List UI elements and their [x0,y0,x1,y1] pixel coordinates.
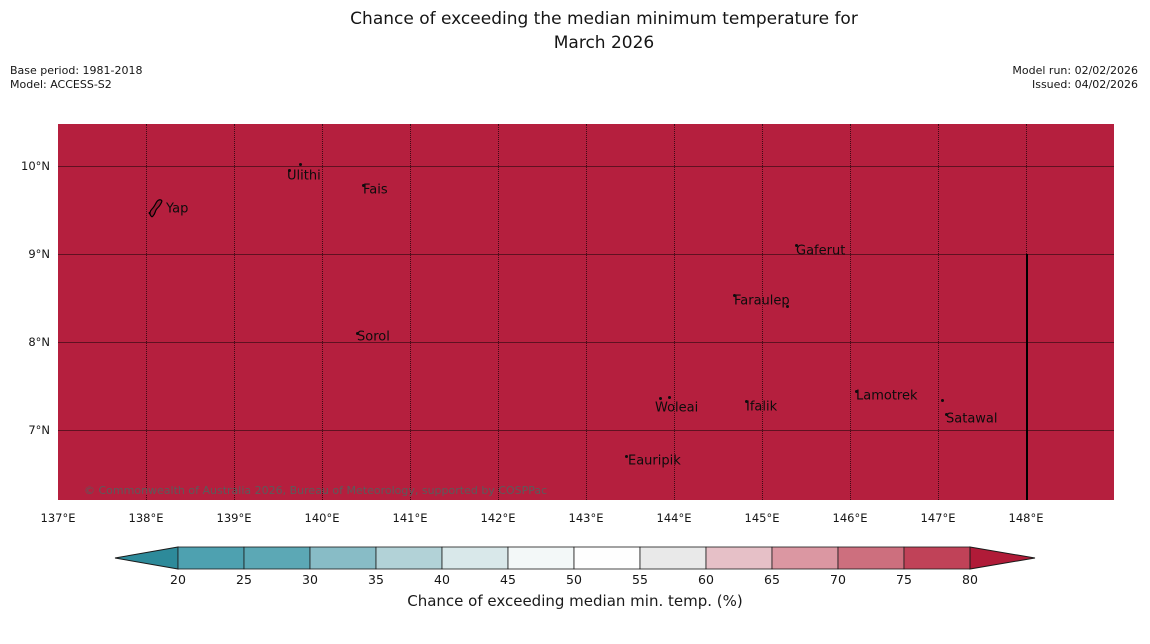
colorbar-tick-label: 60 [698,572,714,587]
place-label-woleai: Woleai [655,400,699,416]
place-label-satawal: Satawal [946,411,998,427]
island-marker-dot [941,399,944,402]
x-tick-label: 148°E [1008,511,1044,525]
colorbar-tick-label: 20 [170,572,186,587]
island-marker-dot [362,184,365,187]
latitude-gridline [58,166,1114,167]
island-marker-dot [299,163,302,166]
island-marker-dot [668,396,671,399]
colorbar-segment [705,546,773,570]
colorbar-right-arrow [969,546,1036,570]
colorbar-tick-label: 40 [434,572,450,587]
colorbar-left-arrow [114,546,179,570]
x-tick-label: 141°E [392,511,428,525]
colorbar-tick-label: 45 [500,572,516,587]
place-label-ulithi: Ulithi [287,168,321,184]
longitude-gridline [850,124,851,500]
longitude-gridline [498,124,499,500]
colorbar-segment [441,546,509,570]
island-marker-dot [288,169,291,172]
island-marker-dot [356,332,359,335]
meta-left: Base period: 1981-2018 Model: ACCESS-S2 [10,64,142,91]
colorbar-tick-label: 35 [368,572,384,587]
state-boundary-line [1026,254,1028,500]
place-label-lamotrek: Lamotrek [856,388,918,404]
x-tick-label: 137°E [40,511,76,525]
x-tick-label: 139°E [216,511,252,525]
island-marker-dot [745,400,748,403]
figure-title: Chance of exceeding the median minimum t… [58,7,1150,55]
colorbar-segment [309,546,377,570]
place-label-fais: Fais [363,182,388,198]
title-line-2: March 2026 [553,33,655,53]
longitude-gridline [234,124,235,500]
x-tick-label: 142°E [480,511,516,525]
longitude-gridline [410,124,411,500]
longitude-gridline [146,124,147,500]
longitude-gridline [586,124,587,500]
colorbar-segment [177,546,245,570]
longitude-gridline [674,124,675,500]
latitude-gridline [58,430,1114,431]
colorbar-tick-label: 30 [302,572,318,587]
island-marker-dot [733,294,736,297]
title-line-1: Chance of exceeding the median minimum t… [350,9,858,29]
y-tick-label: 7°N [28,423,50,437]
colorbar-segment [507,546,575,570]
colorbar-segment [837,546,905,570]
colorbar-segment [903,546,971,570]
copyright-text: © Commonwealth of Australia 2026, Bureau… [84,484,548,497]
colorbar-tick-label: 55 [632,572,648,587]
meta-right: Model run: 02/02/2026 Issued: 04/02/2026 [1012,64,1138,91]
colorbar-tick-label: 80 [962,572,978,587]
y-tick-label: 8°N [28,335,50,349]
x-tick-label: 145°E [744,511,780,525]
colorbar [114,546,1036,570]
island-marker-dot [786,305,789,308]
model-run-text: Model run: 02/02/2026 [1012,64,1138,77]
x-tick-label: 138°E [128,511,164,525]
y-tick-label: 9°N [28,247,50,261]
longitude-gridline [322,124,323,500]
y-tick-label: 10°N [21,159,50,173]
latitude-gridline [58,254,1114,255]
place-label-yap: Yap [166,201,189,217]
place-label-faraulep: Faraulep [734,293,790,309]
colorbar-segment [375,546,443,570]
yap-island-icon [148,199,163,218]
place-label-ifalik: Ifalik [746,399,778,415]
map-area: Yap Ulithi Fais Sorol Gaferut Faraulep Woleai I… [58,124,1114,500]
x-tick-label: 146°E [832,511,868,525]
model-text: Model: ACCESS-S2 [10,77,112,91]
place-label-sorol: Sorol [357,329,390,345]
island-marker-dot [855,390,858,393]
colorbar-tick-label: 70 [830,572,846,587]
longitude-gridline [762,124,763,500]
colorbar-tick-label: 25 [236,572,252,587]
colorbar-segment [243,546,311,570]
x-tick-label: 147°E [920,511,956,525]
colorbar-label: Chance of exceeding median min. temp. (%… [407,592,743,610]
issued-text: Issued: 04/02/2026 [1031,77,1138,91]
x-tick-label: 143°E [568,511,604,525]
island-marker-dot [945,413,948,416]
colorbar-tick-label: 65 [764,572,780,587]
latitude-gridline [58,342,1114,343]
x-tick-label: 140°E [304,511,340,525]
x-tick-label: 144°E [656,511,692,525]
island-marker-dot [625,455,628,458]
colorbar-segment [639,546,707,570]
colorbar-segment [573,546,641,570]
place-label-eauripik: Eauripik [628,453,681,469]
longitude-gridline [938,124,939,500]
place-label-gaferut: Gaferut [796,243,846,259]
colorbar-tick-label: 50 [566,572,582,587]
colorbar-segment [771,546,839,570]
colorbar-tick-label: 75 [896,572,912,587]
island-marker-dot [659,397,662,400]
island-marker-dot [795,244,798,247]
base-period-text: Base period: 1981-2018 [10,64,143,77]
